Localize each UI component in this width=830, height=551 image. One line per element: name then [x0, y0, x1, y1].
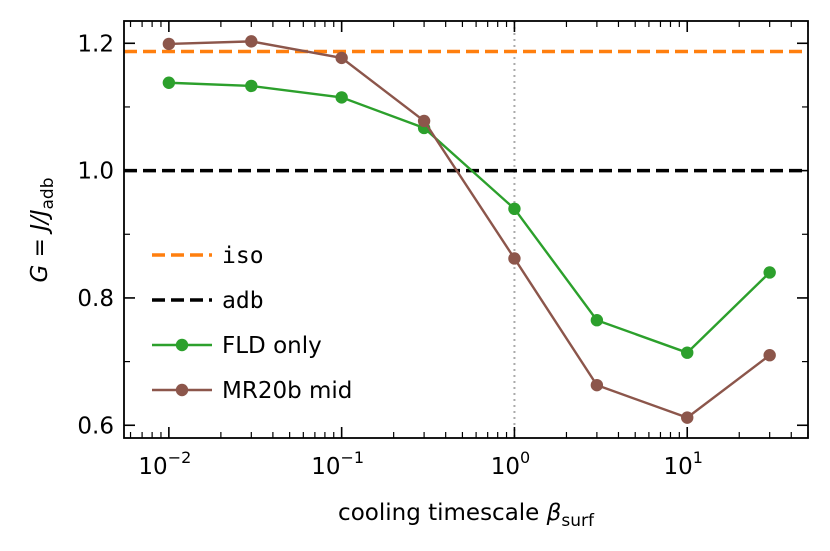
y-axis: 0.6 0.8 1.0 1.2 — [77, 31, 808, 439]
y-axis-label-text: G = J/J — [27, 209, 53, 282]
x-tick-label: 10−2 — [138, 448, 191, 480]
y-tick-label: 1.0 — [77, 159, 114, 185]
plot-frame — [123, 20, 809, 439]
y-axis-label: G = J/Jadb — [27, 177, 58, 282]
plot-border — [123, 20, 809, 439]
data-point-fld-only — [763, 266, 776, 279]
y-tick-label: 0.8 — [77, 286, 114, 312]
data-point-fld-only — [335, 91, 348, 104]
x-axis-label: cooling timescale βsurf — [338, 500, 595, 531]
data-point-fld-only — [590, 314, 604, 327]
legend-marker-fld-only — [175, 338, 189, 352]
legend-label-mr20b-mid: MR20b mid — [222, 378, 352, 404]
legend: iso adb FLD only MR20b mid — [152, 243, 352, 404]
x-axis-label-text: cooling timescale — [338, 500, 539, 526]
x-tick-label: 100 — [491, 448, 530, 480]
data-point-mr20b-mid — [681, 411, 694, 424]
data-series — [162, 35, 776, 424]
series-line-fld-only — [168, 81, 771, 355]
legend-label-adb: adb — [222, 288, 264, 314]
data-point-mr20b-mid — [162, 37, 176, 51]
y-axis-label-subscript: adb — [38, 177, 58, 209]
x-tick-label: 10−1 — [311, 448, 364, 480]
data-point-mr20b-mid — [335, 51, 348, 65]
series-line-mr20b-mid — [168, 40, 771, 419]
reference-lines — [124, 21, 808, 438]
data-point-mr20b-mid — [245, 35, 258, 48]
data-point-fld-only — [162, 76, 176, 89]
legend-label-fld-only: FLD only — [222, 333, 322, 359]
data-point-fld-only — [508, 202, 521, 216]
y-tick-label: 1.2 — [77, 31, 114, 57]
legend-label-iso: iso — [222, 243, 264, 269]
data-point-fld-only — [245, 79, 258, 93]
x-tick-label: 101 — [663, 448, 702, 480]
x-axis-label-symbol: β — [546, 500, 562, 526]
legend-marker-mr20b-mid — [175, 383, 189, 397]
y-tick-label: 0.6 — [77, 413, 114, 439]
x-axis: 10−2 10−1 100 101 — [129, 21, 809, 480]
data-point-mr20b-mid — [763, 349, 776, 362]
data-point-mr20b-mid — [508, 252, 521, 265]
data-point-mr20b-mid — [417, 114, 431, 128]
data-point-fld-only — [681, 346, 694, 359]
data-point-mr20b-mid — [590, 378, 604, 392]
x-axis-label-subscript: surf — [561, 511, 595, 531]
